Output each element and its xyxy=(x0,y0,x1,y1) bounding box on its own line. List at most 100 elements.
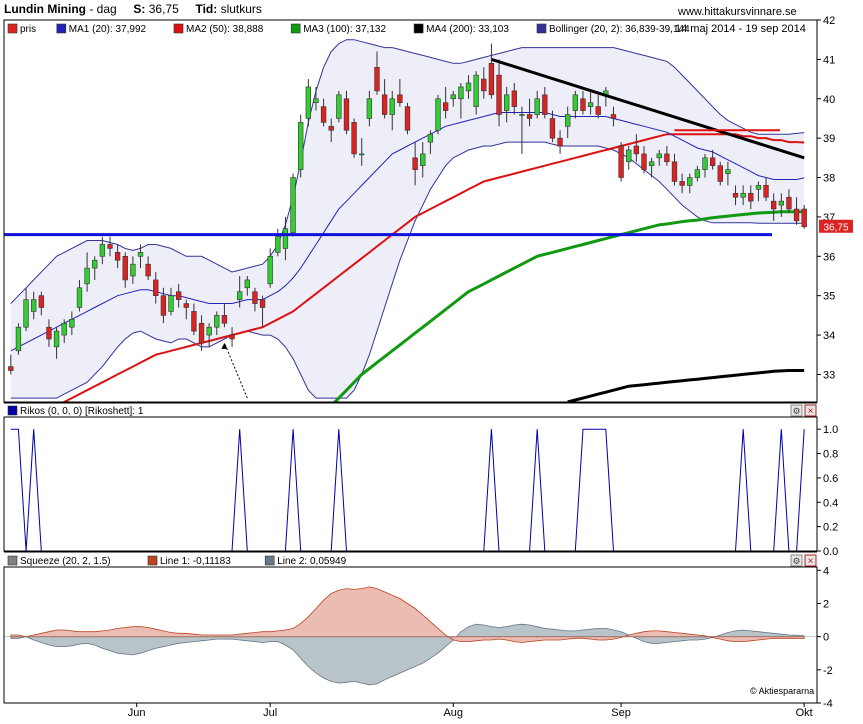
candle-body xyxy=(626,149,632,163)
legend-label: Rikos (0, 0, 0) [Rikoshett]: 1 xyxy=(20,406,144,417)
candle-body xyxy=(366,98,373,119)
candle xyxy=(237,275,243,308)
candle xyxy=(458,83,464,119)
candle xyxy=(244,275,250,296)
candle xyxy=(580,90,586,115)
candle-body xyxy=(298,122,304,170)
candle xyxy=(732,185,739,206)
squeeze-settings-icon[interactable] xyxy=(790,554,803,567)
candle xyxy=(740,185,746,206)
candle xyxy=(53,327,60,359)
candle-body xyxy=(557,137,563,147)
rikos-legend-item: Rikos (0, 0, 0) [Rikoshett]: 1 xyxy=(7,405,144,417)
price-legend-item: MA1 (20): 37,992 xyxy=(56,23,147,35)
candle-body xyxy=(122,255,128,281)
squeeze-y-tick-label: -2 xyxy=(823,665,833,677)
candle xyxy=(595,94,601,119)
candle xyxy=(130,256,136,284)
candle xyxy=(351,118,357,158)
candle-body xyxy=(290,177,296,233)
candle-body xyxy=(168,295,174,312)
candle-body xyxy=(320,106,327,123)
site-watermark: www.hittakursvinnare.se xyxy=(677,6,797,18)
squeeze-close-icon[interactable] xyxy=(804,554,817,567)
candle xyxy=(755,181,762,202)
candle-body xyxy=(175,291,182,300)
candle-body xyxy=(633,145,640,155)
candle xyxy=(381,79,388,119)
candle xyxy=(145,256,151,280)
candle xyxy=(252,287,258,312)
candle xyxy=(473,71,479,115)
price-legend-item: pris xyxy=(7,23,36,35)
candle-body xyxy=(53,330,60,348)
candle xyxy=(427,130,434,154)
ma2-line xyxy=(62,133,805,402)
ma3-line xyxy=(332,210,805,402)
legend-swatch xyxy=(536,23,547,34)
candle-body xyxy=(84,267,90,285)
period-label[interactable]: dag xyxy=(96,2,117,16)
candle xyxy=(633,134,640,162)
candle xyxy=(320,98,327,127)
candle-body xyxy=(244,279,250,289)
candle-body xyxy=(46,326,52,340)
candle-body xyxy=(496,74,502,115)
candle xyxy=(626,146,632,170)
legend-swatch xyxy=(264,555,275,566)
candle-body xyxy=(137,252,144,257)
bollinger-band-fill xyxy=(10,39,805,399)
candle xyxy=(259,295,266,328)
candle-body xyxy=(153,279,159,296)
candle-body xyxy=(435,98,441,131)
price-y-tick-label: 34 xyxy=(823,330,835,342)
x-tick-label: Aug xyxy=(443,707,463,719)
rikos-settings-icon[interactable] xyxy=(790,404,803,417)
candle-body xyxy=(450,94,456,100)
candle-body xyxy=(473,74,479,107)
legend-label: MA3 (100): 37,132 xyxy=(303,24,386,35)
candle xyxy=(610,106,617,127)
candle xyxy=(664,146,670,166)
wrench-glyph: ⚙ xyxy=(792,556,800,566)
candle-body xyxy=(183,303,189,308)
rikos-close-icon[interactable] xyxy=(804,404,817,417)
instrument-title: Lundin Mining xyxy=(4,2,86,16)
candle-body xyxy=(374,66,380,92)
candle xyxy=(786,189,792,213)
candle xyxy=(587,90,594,115)
arrow-head xyxy=(221,342,228,349)
legend-swatch xyxy=(147,555,158,566)
candle xyxy=(99,236,106,265)
legend-label: pris xyxy=(20,24,36,35)
candle-body xyxy=(664,153,670,163)
rikos-y-tick-label: 0.8 xyxy=(823,449,838,461)
candle xyxy=(465,75,472,99)
candle xyxy=(198,315,205,351)
legend-swatch xyxy=(413,23,424,34)
legend-swatch xyxy=(290,23,301,34)
candle-body xyxy=(618,145,624,178)
candle xyxy=(801,205,807,229)
legend-label: MA1 (20): 37,992 xyxy=(69,24,147,35)
candle-body xyxy=(534,98,540,115)
candle-body xyxy=(786,196,792,210)
candle-body xyxy=(259,299,266,308)
candle-body xyxy=(427,133,434,143)
candle xyxy=(450,90,456,107)
last-price-tag: 36,75 xyxy=(819,219,853,233)
candle-body xyxy=(641,153,647,170)
squeeze-panel-controls: ⚙ × xyxy=(790,554,817,567)
squeeze-y-tick-label: -4 xyxy=(823,698,833,710)
time-value[interactable]: slutkurs xyxy=(220,2,262,16)
candle xyxy=(221,303,228,328)
candle-body xyxy=(237,291,243,300)
candle-body xyxy=(229,334,235,340)
candle-body xyxy=(130,263,136,277)
bollinger-lower-line xyxy=(10,141,805,399)
rikos-y-tick-label: 0.6 xyxy=(823,473,838,485)
legend-swatch xyxy=(7,405,18,416)
candle xyxy=(618,142,624,182)
candle xyxy=(389,90,395,131)
candle xyxy=(114,244,121,269)
